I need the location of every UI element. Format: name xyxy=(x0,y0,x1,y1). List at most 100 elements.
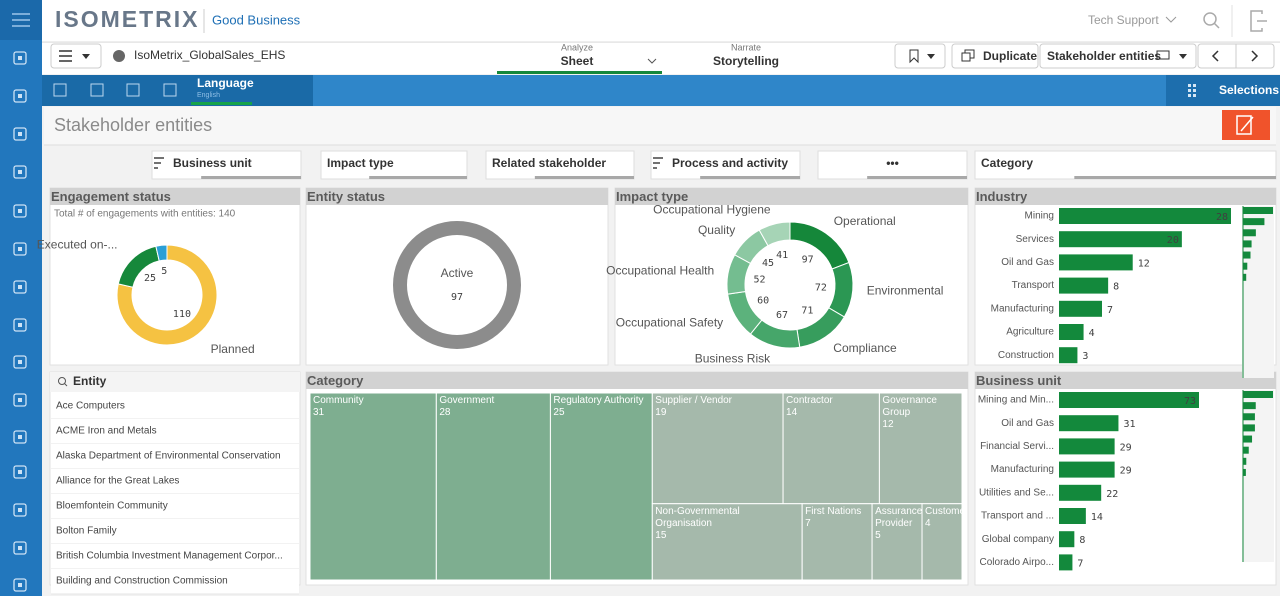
nav-icon[interactable] xyxy=(13,165,27,179)
list-row[interactable] xyxy=(51,494,299,519)
analyze-value[interactable]: Sheet xyxy=(561,54,594,68)
list-row[interactable] xyxy=(51,519,299,544)
treemap-text: Customer4 xyxy=(922,504,962,580)
bar-label: Oil and Gas xyxy=(1001,418,1054,429)
nav-icon[interactable] xyxy=(13,430,27,444)
treemap-cell[interactable] xyxy=(651,392,784,505)
bar-label: Mining xyxy=(1025,211,1054,222)
nav-icon-inner xyxy=(18,546,22,550)
nav-icon[interactable] xyxy=(13,318,27,332)
panel-title: Category xyxy=(307,373,364,388)
sheet-name: Stakeholder entities xyxy=(1047,49,1161,63)
category-name: Governance Group xyxy=(882,395,937,418)
nav-icon[interactable] xyxy=(13,355,27,369)
selections-button[interactable] xyxy=(1166,75,1280,106)
sheet-header xyxy=(44,107,1276,145)
treemap-cell[interactable] xyxy=(871,503,923,581)
bar[interactable] xyxy=(1059,508,1086,524)
filter-pane[interactable] xyxy=(151,150,302,180)
sheet-selector[interactable] xyxy=(1039,43,1197,69)
bar-label: Manufacturing xyxy=(991,464,1054,475)
caret xyxy=(1179,54,1187,59)
menu-button[interactable] xyxy=(50,43,102,69)
panel-header xyxy=(615,188,968,205)
bar[interactable] xyxy=(1059,438,1115,455)
nav-icon[interactable] xyxy=(13,393,27,407)
list-row[interactable] xyxy=(51,469,299,494)
value-label: 31 xyxy=(313,407,325,418)
bar[interactable] xyxy=(1059,347,1078,364)
nav-icon[interactable] xyxy=(13,89,27,103)
bar-label: Mining and Min... xyxy=(978,395,1054,406)
panel-title: Engagement status xyxy=(51,189,171,204)
nav-icon[interactable] xyxy=(13,503,27,517)
nav-icon[interactable] xyxy=(13,51,27,65)
treemap-cell[interactable] xyxy=(651,503,803,581)
narrate-value[interactable]: Storytelling xyxy=(713,54,779,68)
value-label: 12 xyxy=(1138,258,1150,269)
bar[interactable] xyxy=(1059,392,1199,408)
nav-icon[interactable] xyxy=(13,578,27,592)
nav-icon[interactable] xyxy=(13,465,27,479)
bar[interactable] xyxy=(1059,415,1119,432)
bar[interactable] xyxy=(1059,484,1102,501)
value-label: 29 xyxy=(1120,442,1132,453)
bar[interactable] xyxy=(1059,531,1075,548)
nav-icon[interactable] xyxy=(13,204,27,218)
next-icon[interactable] xyxy=(1251,50,1259,62)
search-icon[interactable] xyxy=(1203,12,1220,29)
bar[interactable] xyxy=(1059,324,1084,340)
list-row[interactable] xyxy=(51,569,299,594)
selections-icon xyxy=(1188,84,1196,97)
bar[interactable] xyxy=(1059,277,1109,294)
prev-icon[interactable] xyxy=(1211,50,1219,62)
chevron[interactable] xyxy=(647,58,657,64)
bookmark-button[interactable] xyxy=(894,43,946,69)
nav-icon[interactable] xyxy=(13,242,27,256)
list-row[interactable] xyxy=(51,444,299,469)
chevron[interactable] xyxy=(1165,16,1177,23)
pie-slice[interactable] xyxy=(155,244,168,262)
list-row[interactable] xyxy=(51,394,299,419)
duplicate-icon xyxy=(961,49,975,62)
treemap-cell[interactable] xyxy=(309,392,437,581)
nav-icon[interactable] xyxy=(13,541,27,555)
value-label: 29 xyxy=(1120,466,1132,477)
filter-pane[interactable] xyxy=(485,150,635,180)
value-label: 28 xyxy=(439,407,451,418)
bar[interactable] xyxy=(1059,554,1073,571)
list-row[interactable] xyxy=(51,544,299,569)
treemap-text: Governance Group 12 xyxy=(879,393,962,504)
filter-label: Impact type xyxy=(327,156,394,170)
treemap-cell[interactable] xyxy=(782,392,880,505)
list-row[interactable] xyxy=(51,419,299,444)
bar[interactable] xyxy=(1059,208,1231,224)
mini-bar xyxy=(1243,229,1256,237)
treemap-text: Government 28 xyxy=(436,393,550,580)
bar-label: Financial Servi... xyxy=(980,441,1054,452)
tab-label[interactable]: Language xyxy=(197,76,254,90)
slice-label: Compliance xyxy=(833,341,897,355)
treemap-cell[interactable] xyxy=(435,392,551,581)
nav-icons xyxy=(13,51,27,592)
support-link[interactable]: Tech Support xyxy=(1088,13,1159,27)
panel-header xyxy=(306,188,608,205)
nav-icon[interactable] xyxy=(13,127,27,141)
bar[interactable] xyxy=(1059,461,1115,478)
nav-icon[interactable] xyxy=(13,280,27,294)
treemap-cell[interactable] xyxy=(921,503,963,581)
tool-icons[interactable] xyxy=(53,83,177,97)
pie-slice[interactable] xyxy=(116,244,218,346)
mini-bar xyxy=(1243,446,1249,454)
treemap-cell[interactable] xyxy=(549,392,653,581)
treemap-text: Supplier / Vendor 19 xyxy=(652,393,783,504)
bar[interactable] xyxy=(1059,231,1182,248)
bar[interactable] xyxy=(1059,254,1133,271)
pie-slice[interactable] xyxy=(758,221,791,247)
logout-icon[interactable] xyxy=(1250,10,1267,32)
bar[interactable] xyxy=(1059,300,1102,317)
category-name: Non-Governmental Organisation xyxy=(655,505,740,529)
